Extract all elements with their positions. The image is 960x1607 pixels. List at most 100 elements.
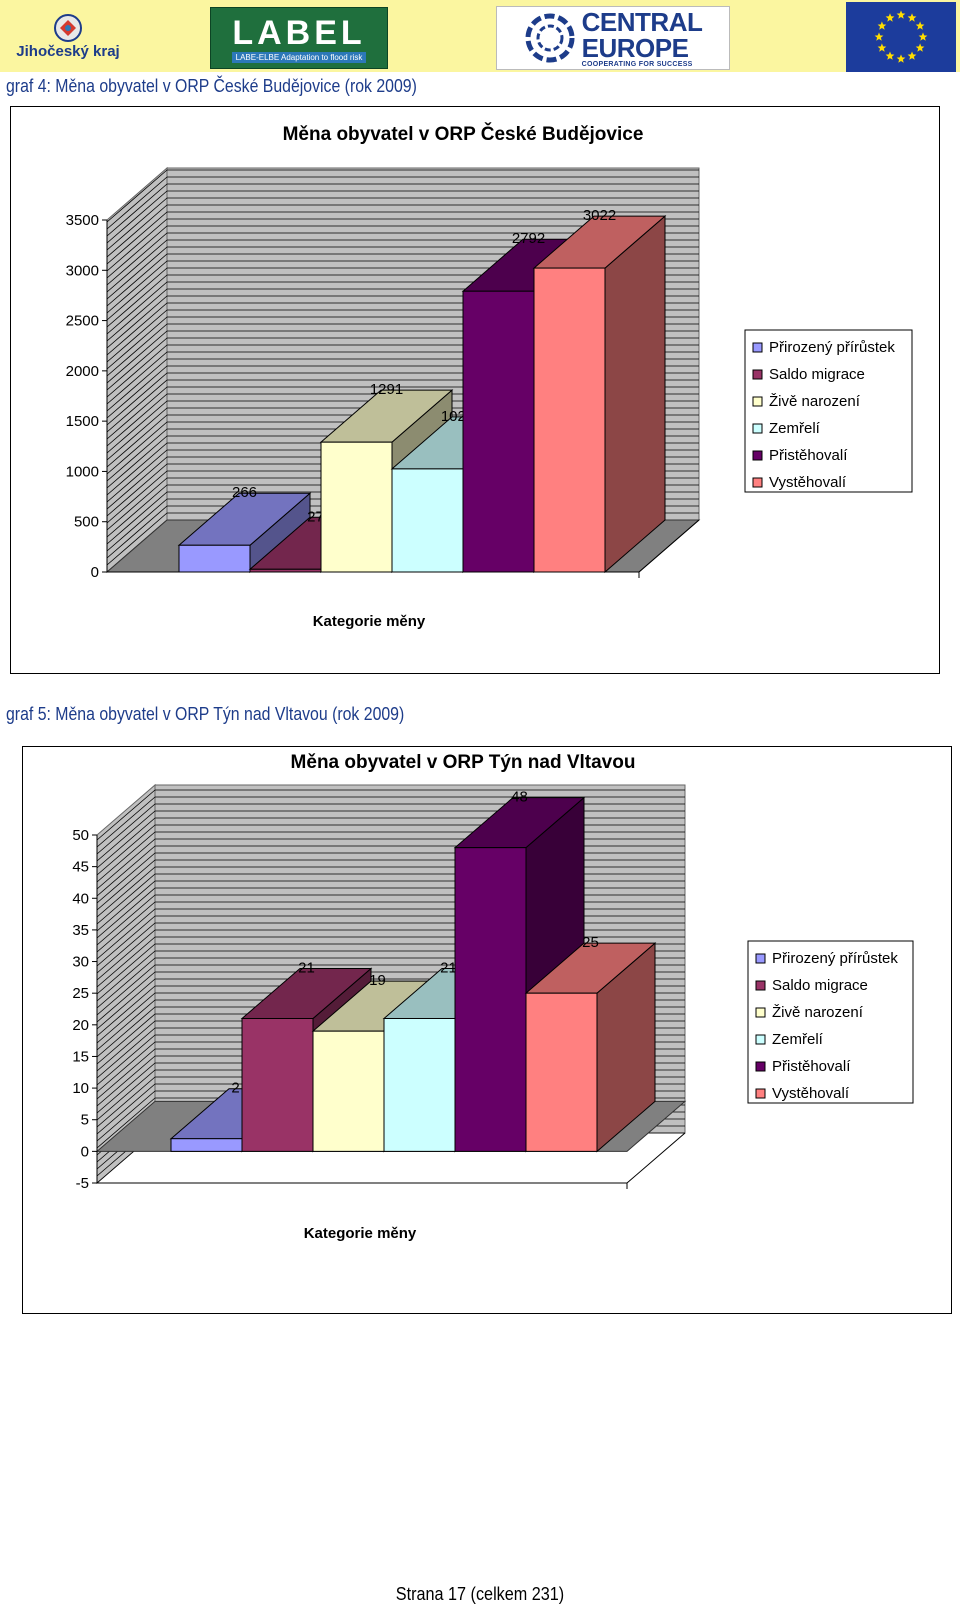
eu-star: [877, 43, 887, 52]
bar-data-label: 266: [232, 484, 257, 501]
eu-star: [885, 13, 895, 22]
bar-data-label: 21: [298, 959, 315, 976]
eu-star: [918, 32, 928, 41]
side-wall-hatch: [96, 908, 156, 960]
side-wall-hatch: [106, 435, 168, 489]
side-wall-hatch: [106, 484, 168, 538]
logo-ce-line1: CENTRAL: [581, 6, 703, 37]
y-tick-label: 5: [81, 1112, 89, 1129]
legend-entry: Saldo migrace: [769, 366, 865, 383]
side-wall-hatch: [106, 470, 168, 524]
logo-central-europe: CENTRAL EUROPE COOPERATING FOR SUCCESS: [496, 6, 730, 70]
side-wall-hatch: [106, 267, 168, 321]
side-wall-hatch: [96, 866, 156, 918]
eu-star: [907, 51, 917, 60]
side-wall-hatch: [96, 1020, 156, 1072]
side-wall-hatch: [96, 992, 156, 1044]
bar-1: [249, 568, 322, 573]
side-wall-hatch: [96, 1006, 156, 1058]
side-wall-hatch: [96, 1076, 156, 1128]
y-tick-label: 0: [91, 564, 99, 581]
bar-0: [178, 544, 251, 573]
side-wall-hatch: [106, 260, 168, 314]
page-footer: Strana 17 (celkem 231): [395, 1584, 565, 1604]
side-wall-hatch: [96, 796, 156, 848]
side-wall-hatch: [106, 183, 168, 237]
eu-star: [874, 32, 884, 41]
eu-star: [877, 21, 887, 30]
legend-entry: Přistěhovalí: [769, 447, 848, 464]
y-tick-label: 25: [72, 985, 89, 1002]
side-wall-hatch: [106, 239, 168, 293]
x-axis-depth: [638, 519, 700, 573]
y-tick-label: 1000: [66, 463, 99, 480]
bar-3: [383, 1017, 456, 1152]
side-wall-hatch: [106, 337, 168, 391]
side-wall-hatch: [96, 789, 156, 841]
side-wall-hatch: [96, 859, 156, 911]
side-wall-hatch: [96, 1048, 156, 1100]
y-tick-label: 10: [72, 1080, 89, 1097]
chart-title: Měna obyvatel v ORP Týn nad Vltavou: [291, 752, 636, 773]
side-wall-hatch: [96, 1034, 156, 1086]
side-wall-hatch: [106, 456, 168, 510]
side-wall-hatch: [106, 477, 168, 531]
y-tick-label: 3000: [66, 262, 99, 279]
legend-entry: Vystěhovalí: [769, 474, 847, 491]
side-wall-hatch: [106, 176, 168, 230]
y-tick-label: 15: [72, 1048, 89, 1065]
x-axis-depth: [626, 1132, 686, 1184]
side-wall-hatch: [106, 281, 168, 335]
legend-swatch: [755, 953, 766, 964]
side-wall-hatch: [106, 512, 168, 566]
side-wall-hatch: [96, 985, 156, 1037]
eu-star: [885, 51, 895, 60]
logo-ce-sub: COOPERATING FOR SUCCESS: [581, 60, 693, 68]
side-wall-hatch: [106, 400, 168, 454]
side-wall-hatch: [106, 351, 168, 405]
side-wall-hatch: [106, 393, 168, 447]
legend-entry: Živě narození: [769, 393, 861, 410]
bar-data-label: 48: [511, 789, 528, 806]
side-wall-hatch: [106, 463, 168, 517]
legend-swatch: [752, 450, 763, 461]
eu-flag-icon: [846, 2, 956, 72]
y-tick-label: 2500: [66, 313, 99, 330]
side-wall-hatch: [106, 169, 168, 223]
side-wall-hatch: [96, 887, 156, 939]
y-tick-label: 35: [72, 922, 89, 939]
bar-side: [604, 214, 666, 574]
legend-swatch: [752, 342, 763, 353]
ce-globe-icon: [525, 13, 575, 63]
bar-2: [320, 441, 393, 573]
side-wall-hatch: [106, 197, 168, 251]
side-wall-hatch: [106, 358, 168, 412]
side-wall-hatch: [96, 1097, 156, 1149]
y-tick-label: 0: [81, 1143, 89, 1160]
side-wall-hatch: [96, 936, 156, 988]
logo-jihocesky-kraj: Jihočeský kraj: [4, 4, 132, 68]
y-tick-label: -5: [76, 1175, 89, 1192]
chart-cb: Měna obyvatel v ORP České Budějovice 0 500…: [66, 123, 913, 630]
side-wall-hatch: [96, 964, 156, 1016]
side-wall-hatch: [106, 295, 168, 349]
bar-4: [462, 290, 535, 573]
logo-label-word: LABEL: [232, 13, 366, 52]
side-wall-hatch: [106, 232, 168, 286]
header-band: Jihočeský kraj LABEL LABE-ELBE Adaptatio…: [0, 0, 960, 72]
side-wall-hatch: [106, 372, 168, 426]
x-axis-title: Kategorie měny: [304, 1225, 417, 1242]
side-wall-hatch: [106, 225, 168, 279]
side-wall-hatch: [106, 204, 168, 258]
side-wall-hatch: [106, 386, 168, 440]
legend-box: [747, 940, 914, 1104]
legend-swatch: [752, 423, 763, 434]
bar-data-label: 3022: [583, 207, 616, 224]
legend-swatch: [755, 980, 766, 991]
side-wall-hatch: [106, 218, 168, 272]
side-wall-hatch: [106, 498, 168, 552]
bar-2: [312, 1030, 385, 1152]
legend-entry: Vystěhovalí: [772, 1085, 850, 1102]
bar-1: [241, 1017, 314, 1152]
side-wall-hatch: [96, 915, 156, 967]
